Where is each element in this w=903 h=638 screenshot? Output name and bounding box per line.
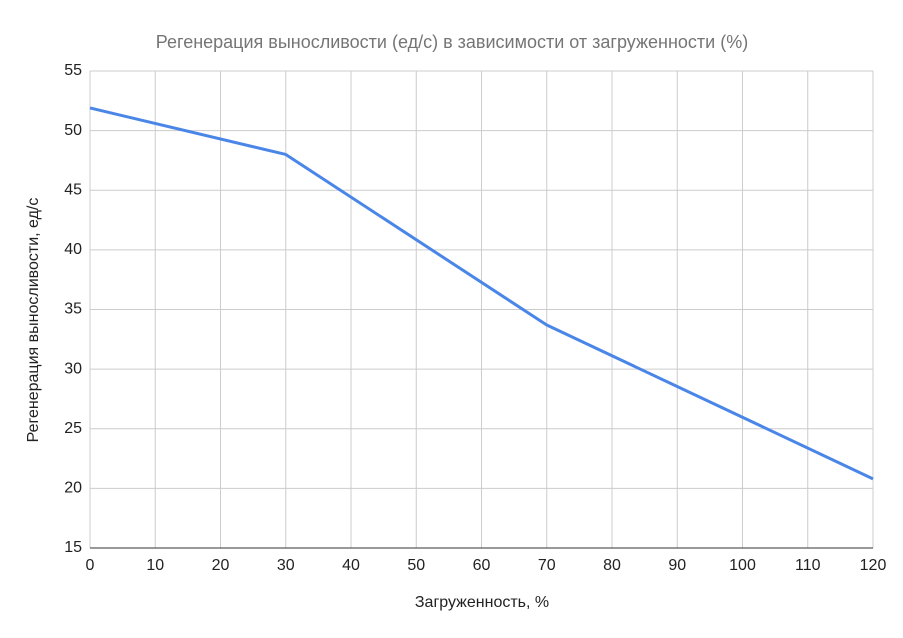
x-tick-label: 40 — [342, 557, 360, 574]
y-tick-label: 35 — [64, 301, 82, 318]
data-line — [89, 106, 874, 481]
x-tick-label: 110 — [795, 557, 821, 574]
y-tick-label: 40 — [64, 241, 82, 258]
x-tick-label: 20 — [212, 557, 230, 574]
y-tick-label: 55 — [64, 62, 82, 79]
y-tick-label: 45 — [64, 181, 82, 198]
x-tick-label: 100 — [729, 557, 756, 574]
x-tick-label: 0 — [86, 557, 95, 574]
chart-title: Регенерация выносливости (ед/с) в зависи… — [156, 32, 748, 52]
y-axis-label: Регенерация выносливости, ед/с — [25, 198, 42, 443]
x-tick-label: 10 — [146, 557, 164, 574]
x-tick-label: 70 — [538, 557, 556, 574]
y-tick-label: 15 — [64, 539, 82, 556]
x-tick-label: 80 — [603, 557, 621, 574]
x-tick-label: 90 — [668, 557, 686, 574]
y-tick-label: 50 — [64, 122, 82, 139]
x-tick-label: 120 — [860, 557, 887, 574]
x-tick-label: 30 — [277, 557, 295, 574]
x-tick-label: 60 — [473, 557, 491, 574]
x-tick-label: 50 — [407, 557, 425, 574]
y-tick-label: 20 — [64, 480, 82, 497]
x-axis-label: Загруженность, % — [415, 594, 549, 611]
y-tick-label: 30 — [64, 360, 82, 377]
y-tick-label: 25 — [64, 420, 82, 437]
